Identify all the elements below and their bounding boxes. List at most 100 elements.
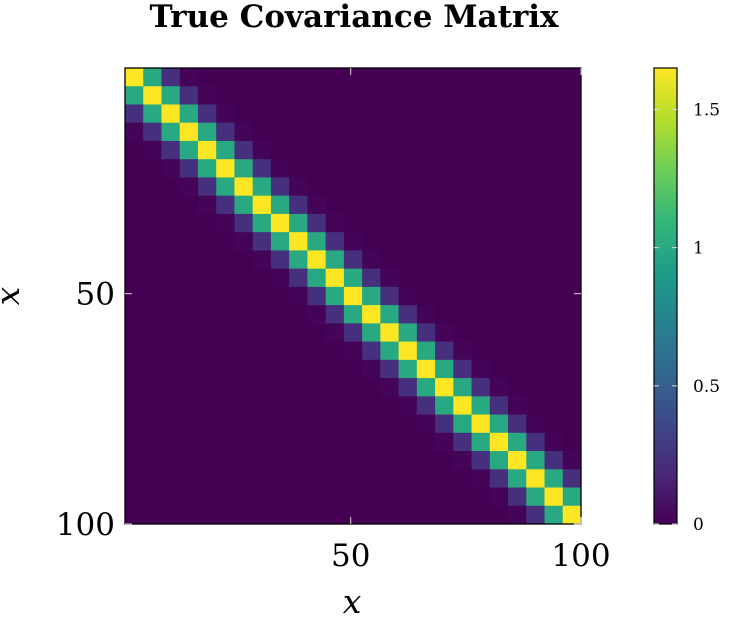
heatmap-cell [234, 195, 254, 215]
heatmap-cell [197, 104, 217, 124]
heatmap-cell [289, 232, 308, 251]
heatmap-cell [252, 140, 272, 160]
heatmap-cell [325, 213, 345, 233]
heatmap-cell [416, 305, 436, 324]
heatmap-cell [125, 68, 144, 87]
heatmap-cell [143, 140, 162, 160]
heatmap-cell [197, 177, 217, 197]
heatmap-cell [526, 505, 545, 524]
heatmap-cell [471, 359, 491, 379]
heatmap-cell [471, 378, 491, 397]
heatmap-cell [489, 396, 509, 415]
x-axis-ticks: 50 100 [331, 68, 611, 574]
heatmap-cell [398, 359, 418, 379]
heatmap-cell [471, 396, 491, 415]
heatmap-cell [489, 451, 509, 470]
heatmap-cell [562, 451, 581, 470]
heatmap-cell [125, 122, 144, 142]
heatmap-cell [216, 140, 235, 160]
heatmap-cell [508, 505, 527, 524]
heatmap-cell [307, 232, 327, 251]
heatmap-cell [179, 140, 199, 160]
heatmap-cell [362, 286, 381, 306]
heatmap-cell [270, 213, 290, 233]
heatmap-cell [197, 122, 217, 142]
heatmap-cell [143, 122, 162, 142]
heatmap-cell [307, 195, 327, 215]
heatmap-cell [380, 359, 399, 379]
heatmap-cell [234, 177, 254, 197]
heatmap-cell [143, 86, 162, 105]
y-axis-label: x [0, 286, 27, 305]
heatmap-cell [453, 451, 472, 470]
y-axis-ticks: 50 100 [56, 277, 581, 543]
heatmap-cell [289, 177, 308, 197]
heatmap-cell [398, 396, 418, 415]
heatmap-cell [416, 414, 436, 434]
heatmap-cell [179, 68, 199, 87]
heatmap-cell [216, 104, 235, 124]
heatmap-cell [197, 159, 217, 178]
heatmap-cell [362, 268, 381, 288]
x-tick-label: 100 [551, 538, 610, 574]
heatmap-cell [362, 323, 381, 342]
x-tick-label: 50 [331, 538, 370, 574]
heatmap-cell [289, 250, 308, 270]
heatmap-cell [453, 378, 472, 397]
heatmap-cell [343, 341, 363, 361]
heatmap-cell [325, 305, 345, 324]
colorbar-tick-label: 0 [693, 515, 704, 535]
heatmap-cell [270, 232, 290, 251]
heatmap-cell [362, 250, 381, 270]
colorbar-tick-label: 1 [693, 239, 704, 259]
heatmap-cell [398, 305, 418, 324]
heatmap-cell [398, 341, 418, 361]
heatmap-cell [435, 378, 454, 397]
heatmap-cell [161, 159, 181, 178]
heatmap-cell [343, 268, 363, 288]
colorbar-ticks: 0 0.5 1 1.5 [654, 100, 720, 535]
heatmap-cell [252, 159, 272, 178]
heatmap-cell [453, 341, 472, 361]
heatmap-cell [508, 487, 527, 507]
heatmap-cell [325, 250, 345, 270]
heatmap-cell [179, 122, 199, 142]
heatmap-cell [252, 195, 272, 215]
x-axis-label: x [343, 582, 362, 617]
heatmap-cell [544, 432, 564, 452]
heatmap-cell [289, 286, 308, 306]
heatmap-cell [380, 341, 399, 361]
heatmap-cell [289, 195, 308, 215]
heatmap-cell [289, 213, 308, 233]
heatmap-cell [362, 341, 381, 361]
heatmap-cell [252, 177, 272, 197]
heatmap-cell [161, 104, 181, 124]
heatmap-cell [143, 104, 162, 124]
colorbar-tick-label: 1.5 [693, 100, 720, 120]
heatmap-cell [161, 122, 181, 142]
heatmap-cell [526, 451, 545, 470]
heatmap-cell [325, 286, 345, 306]
heatmap-cell [471, 469, 491, 488]
heatmap-cell [416, 396, 436, 415]
colorbar-tick-label: 0.5 [693, 377, 720, 397]
heatmap-cell [343, 323, 363, 342]
heatmap-cell [307, 286, 327, 306]
heatmap-cell [489, 378, 509, 397]
heatmap-cell [398, 378, 418, 397]
heatmap-cell [471, 432, 491, 452]
heatmap-cell [252, 232, 272, 251]
heatmap-cell [380, 305, 399, 324]
heatmap-cell [197, 195, 217, 215]
heatmap-cell [179, 104, 199, 124]
heatmap-cell [143, 68, 162, 87]
heatmap-cell [398, 323, 418, 342]
heatmap-cell [325, 268, 345, 288]
heatmap-plot-area: 50 100 50 100 [56, 67, 611, 574]
heatmap-cell [508, 414, 527, 434]
heatmap-cell [197, 140, 217, 160]
heatmap-cell [416, 378, 436, 397]
heatmap-cell [307, 250, 327, 270]
heatmap-cell [489, 487, 509, 507]
